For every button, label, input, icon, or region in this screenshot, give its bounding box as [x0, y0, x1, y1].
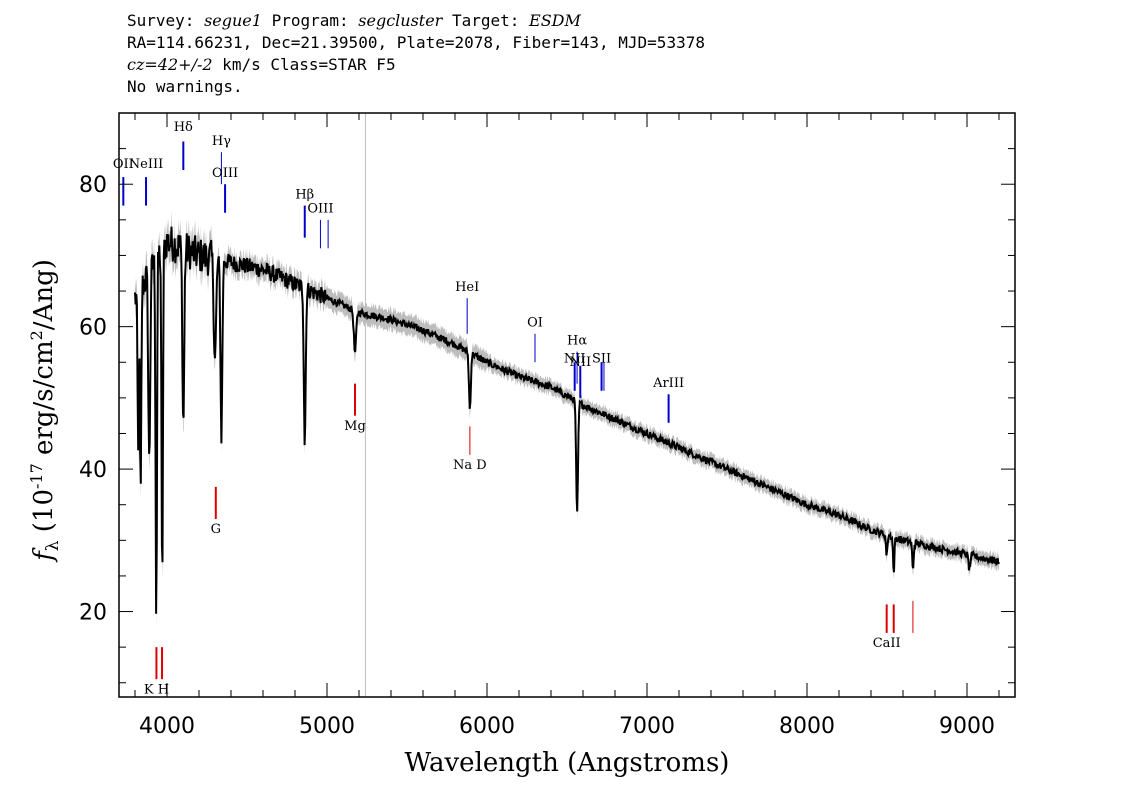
emission-line-label: Hγ — [212, 134, 231, 149]
emission-line-label: SII — [592, 351, 611, 366]
emission-line-label: Hβ — [295, 187, 314, 202]
y-tick-label: 80 — [79, 173, 107, 198]
spectrum-line — [134, 226, 1000, 614]
emission-line-label: OIII — [307, 202, 333, 217]
x-tick-label: 6000 — [459, 714, 515, 739]
y-tick-label: 60 — [79, 316, 107, 341]
y-axis-label: fλ (10-17 erg/s/cm2/Ang) — [27, 259, 63, 563]
emission-line-label: NII — [569, 355, 591, 370]
x-tick-label: 4000 — [139, 714, 195, 739]
emission-line-label: HeI — [455, 280, 479, 295]
header-line-warnings: No warnings. — [127, 77, 243, 96]
emission-line-label: NeIII — [129, 157, 163, 172]
emission-line-label: Hδ — [174, 120, 193, 135]
header-line-survey: Survey: segue1 Program: segcluster Targe… — [127, 11, 581, 30]
x-tick-label: 9000 — [939, 714, 995, 739]
target-name: ESDM — [529, 11, 581, 30]
emission-line-label: NII — [564, 351, 586, 366]
absorption-line-label: K H — [144, 682, 169, 697]
program-name: segcluster — [358, 11, 443, 30]
x-tick-label: 8000 — [779, 714, 835, 739]
absorption-line-label: Mg — [344, 419, 366, 434]
survey-name: segue1 — [204, 11, 262, 30]
emission-line-label: Hα — [567, 333, 587, 348]
x-axis-label: Wavelength (Angstroms) — [405, 748, 730, 778]
header-line-redshift: cz=42+/-2 km/s Class=STAR F5 — [127, 55, 396, 74]
spectrum-header: Survey: segue1 Program: segcluster Targe… — [127, 10, 1027, 98]
emission-line-label: OII — [113, 157, 134, 172]
x-tick-label: 5000 — [299, 714, 355, 739]
absorption-line-label: CaII — [873, 636, 901, 651]
error-band — [135, 211, 999, 630]
x-tick-label: 7000 — [619, 714, 675, 739]
y-tick-label: 40 — [79, 458, 107, 483]
y-tick-label: 20 — [79, 601, 107, 626]
header-line-coordinates: RA=114.66231, Dec=21.39500, Plate=2078, … — [127, 33, 705, 52]
emission-line-label: OIII — [212, 166, 238, 181]
absorption-line-label: G — [211, 522, 221, 537]
plot-frame — [118, 112, 1016, 698]
absorption-line-label: Na D — [453, 458, 487, 473]
emission-line-label: OI — [527, 316, 543, 331]
emission-line-label: ArIII — [652, 376, 684, 391]
redshift-value: cz=42+/-2 — [127, 55, 213, 74]
